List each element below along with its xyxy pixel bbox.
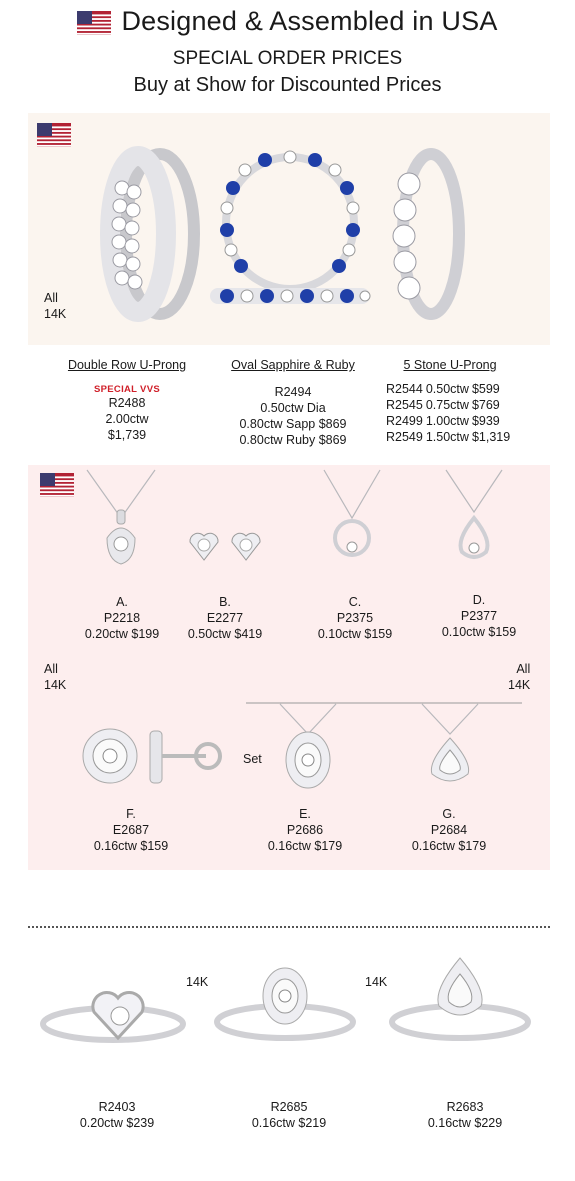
earrings-b-image xyxy=(189,532,261,561)
product-title: Double Row U-Prong xyxy=(67,358,187,372)
five-stone-ring-image xyxy=(392,148,465,320)
heart-knot-ring-image xyxy=(40,991,186,1043)
pendant-a-image xyxy=(86,469,156,565)
product-sapphire-ruby: Oval Sapphire & Ruby R2494 0.50ctw Dia 0… xyxy=(213,358,373,448)
item-f-caption: F. E2687 0.16ctw $159 xyxy=(93,807,169,853)
special-vvs-tag: SPECIAL VVS xyxy=(94,384,160,395)
us-flag-icon xyxy=(40,473,74,497)
metal-label: 14K xyxy=(365,975,388,989)
item-c-caption: C. P2375 0.10ctw $159 xyxy=(317,595,393,641)
item-d-caption: D. P2377 0.10ctw $159 xyxy=(441,593,517,639)
oval-halo-ring-image xyxy=(214,967,356,1041)
sapphire-ruby-ring-image xyxy=(210,150,371,304)
metal-label-right: All 14K xyxy=(508,662,531,692)
pear-halo-ring-image xyxy=(389,957,531,1041)
metal-label-left: All 14K xyxy=(44,662,67,692)
pendant-d-image xyxy=(445,469,503,559)
chain-line xyxy=(246,702,522,704)
title-text: Designed & Assembled in USA xyxy=(121,6,498,36)
table-row: R2545 0.75ctw $769 xyxy=(386,398,500,412)
subtitle-buy-at-show: Buy at Show for Discounted Prices xyxy=(133,74,442,96)
metal-label: 14K xyxy=(186,975,209,989)
pendant-g-image xyxy=(421,703,479,782)
metal-label: All 14K xyxy=(44,291,67,321)
ring-r2403-caption: R2403 0.20ctw $239 xyxy=(79,1100,155,1130)
item-e-caption: E. P2686 0.16ctw $179 xyxy=(267,807,343,853)
pendant-e-image xyxy=(279,703,337,789)
table-row: R2499 1.00ctw $939 xyxy=(386,414,500,428)
dotted-divider xyxy=(28,926,550,928)
ring-r2683-caption: R2683 0.16ctw $229 xyxy=(427,1100,503,1130)
item-a-caption: A. P2218 0.20ctw $199 xyxy=(84,595,160,641)
page-title: Designed & Assembled in USA xyxy=(0,6,575,37)
product-title: Oval Sapphire & Ruby xyxy=(231,358,355,372)
product-five-stone: 5 Stone U-Prong R2544 0.50ctw $599 R2545 0.… xyxy=(386,358,536,446)
earrings-f-image xyxy=(82,728,222,784)
product-title: 5 Stone U-Prong xyxy=(403,358,497,372)
ring-r2685-caption: R2685 0.16ctw $219 xyxy=(251,1100,327,1130)
item-b-caption: B. E2277 0.50ctw $419 xyxy=(187,595,263,641)
set-label: Set xyxy=(243,752,262,766)
table-row: R2549 1.50ctw $1,319 xyxy=(386,430,511,444)
us-flag-icon xyxy=(37,123,71,147)
product-double-row: Double Row U-Prong SPECIAL VVS R2488 2.0… xyxy=(56,358,198,443)
table-row: R2544 0.50ctw $599 xyxy=(386,382,500,396)
us-flag-icon xyxy=(77,10,112,35)
item-g-caption: G. P2684 0.16ctw $179 xyxy=(411,807,487,853)
size-price-table: R2544 0.50ctw $599 R2545 0.75ctw $769 R2499 1… xyxy=(386,382,513,446)
subtitle-special-order: SPECIAL ORDER PRICES xyxy=(172,48,403,69)
double-row-ring-image xyxy=(100,146,200,322)
pendant-c-image xyxy=(323,469,381,557)
